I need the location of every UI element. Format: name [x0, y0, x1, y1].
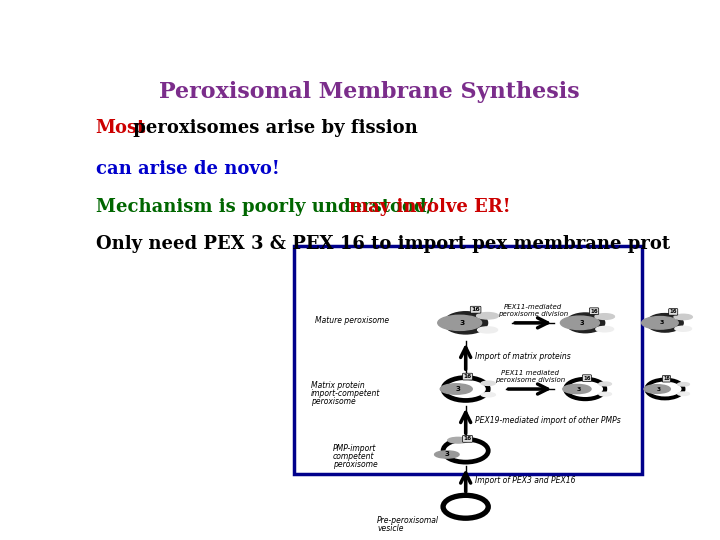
Text: 16: 16 [464, 374, 472, 379]
Text: 3: 3 [456, 386, 461, 392]
Text: 3: 3 [444, 451, 449, 457]
Text: Matrix protein: Matrix protein [311, 381, 364, 390]
Text: Only need PEX 3 & PEX 16 to import pex membrane prot: Only need PEX 3 & PEX 16 to import pex m… [96, 235, 670, 253]
Text: competent: competent [333, 452, 374, 461]
Text: can arise de novo!: can arise de novo! [96, 160, 279, 178]
Ellipse shape [477, 313, 498, 319]
Ellipse shape [675, 326, 691, 331]
Text: peroxisomes arise by fission: peroxisomes arise by fission [127, 119, 418, 137]
Ellipse shape [563, 384, 591, 394]
Circle shape [647, 314, 683, 332]
Ellipse shape [481, 393, 495, 397]
Text: may involve ER!: may involve ER! [349, 198, 511, 216]
Text: vesicle: vesicle [377, 524, 404, 532]
Ellipse shape [599, 382, 611, 386]
Text: PMP-import: PMP-import [333, 444, 376, 453]
Ellipse shape [678, 382, 690, 386]
Ellipse shape [596, 326, 613, 332]
Text: 16: 16 [472, 307, 480, 312]
Text: Mechanism is poorly understood/: Mechanism is poorly understood/ [96, 198, 439, 216]
Ellipse shape [560, 316, 599, 329]
Text: Import of PEX3 and PEX16: Import of PEX3 and PEX16 [474, 476, 575, 485]
Text: 16: 16 [583, 376, 590, 381]
Text: 3: 3 [459, 320, 464, 326]
Text: Most: Most [96, 119, 146, 137]
Text: Pre-peroxisomal: Pre-peroxisomal [377, 516, 439, 525]
Circle shape [566, 313, 605, 333]
Text: Peroxisomal Membrane Synthesis: Peroxisomal Membrane Synthesis [158, 82, 580, 104]
Text: 3: 3 [577, 387, 581, 392]
Text: peroxisome: peroxisome [311, 397, 356, 406]
Ellipse shape [599, 392, 611, 396]
Text: import-competent: import-competent [311, 389, 380, 398]
Text: PEX11-mediated
peroxisome division: PEX11-mediated peroxisome division [498, 304, 568, 317]
Ellipse shape [678, 392, 690, 395]
Text: 3: 3 [657, 387, 661, 392]
Ellipse shape [440, 384, 472, 394]
Ellipse shape [674, 314, 693, 320]
Text: Mature peroxisome: Mature peroxisome [315, 316, 390, 325]
Text: peroxisome: peroxisome [333, 460, 377, 469]
Text: PEX19-mediated import of other PMPs: PEX19-mediated import of other PMPs [474, 416, 620, 426]
Ellipse shape [481, 381, 495, 386]
Ellipse shape [595, 314, 614, 320]
Text: PEX11 mediated
peroxisome division: PEX11 mediated peroxisome division [495, 370, 565, 383]
Ellipse shape [642, 316, 678, 329]
Ellipse shape [477, 327, 498, 333]
Ellipse shape [438, 315, 482, 330]
FancyBboxPatch shape [294, 246, 642, 474]
Text: 16: 16 [663, 376, 670, 381]
Text: 16: 16 [590, 309, 598, 314]
Text: 3: 3 [580, 320, 584, 326]
Ellipse shape [644, 384, 670, 393]
Text: 16: 16 [464, 436, 472, 441]
Circle shape [444, 312, 487, 334]
Ellipse shape [435, 451, 459, 458]
Ellipse shape [448, 437, 469, 443]
Text: 16: 16 [670, 309, 677, 314]
Text: Import of matrix proteins: Import of matrix proteins [474, 352, 570, 361]
Text: 3: 3 [660, 320, 664, 325]
